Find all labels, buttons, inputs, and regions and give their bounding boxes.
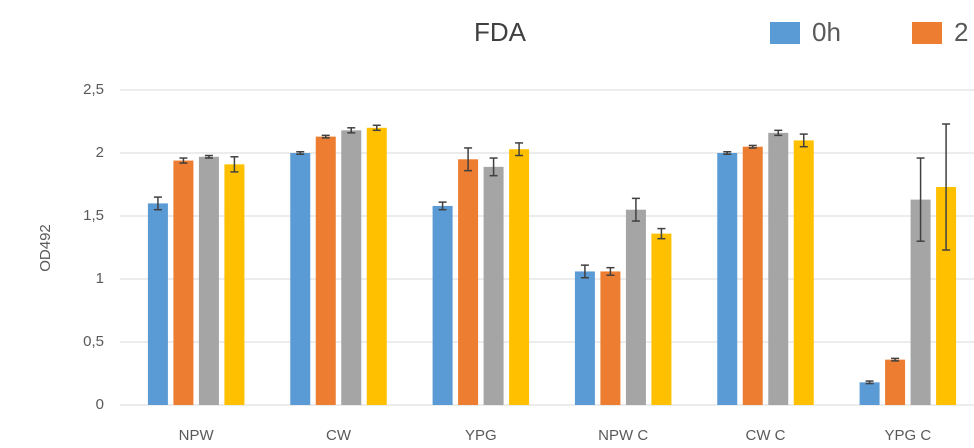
bar [859,382,880,405]
bar [885,359,906,405]
bar [717,153,738,405]
error-bar [891,357,900,362]
bar [483,166,504,405]
y-tick-label: 2 [96,144,104,161]
bar [742,146,763,405]
bar [574,271,595,405]
bar [793,140,814,405]
error-bar [489,157,498,177]
y-tick-label: 2,5 [83,81,104,98]
error-bar [606,266,615,276]
error-bar [916,157,925,242]
bar [768,132,789,405]
error-bar [321,134,330,139]
bar [315,136,336,405]
bar [432,205,453,405]
error-bar [657,227,666,240]
x-tick-label: YPG C [884,427,931,444]
y-tick-label: 0 [96,396,104,413]
bar [173,160,194,405]
error-bar [464,147,473,172]
error-bar [296,150,305,156]
bar [910,199,931,405]
y-tick-label: 1 [96,270,104,287]
error-bar [748,144,757,149]
bar [341,130,362,405]
bar [625,209,646,405]
error-bar [230,156,239,173]
chart-title: FDA [474,17,527,47]
bar [290,153,311,405]
legend-label: 0h [812,17,841,47]
x-tick-label: CW [326,427,352,444]
bar [651,233,672,405]
error-bar [438,201,447,211]
error-bar [179,157,188,164]
x-tick-label: NPW C [598,427,648,444]
error-bar [631,197,640,222]
y-tick-label: 0,5 [83,333,104,350]
x-tick-label: CW C [746,427,786,444]
bar [936,187,957,405]
y-axis-label: OD492 [37,224,54,272]
bar [458,159,479,405]
error-bar [372,124,381,132]
bar [509,149,530,405]
y-tick-label: 1,5 [83,207,104,224]
legend-swatch [912,22,942,44]
bar [147,203,168,405]
error-bar [799,133,808,148]
bar [198,156,219,405]
bar [366,127,387,406]
error-bar [347,127,356,134]
bar [224,164,245,405]
x-tick-label: YPG [465,427,497,444]
error-bar [942,123,951,251]
error-bar [774,129,783,137]
error-bar [580,264,589,279]
legend-label: 2 [954,17,968,47]
error-bar [515,142,524,157]
x-tick-label: NPW [179,427,215,444]
bar [600,271,621,405]
error-bar [865,380,874,385]
error-bar [153,196,162,211]
legend-swatch [770,22,800,44]
error-bar [723,150,732,156]
error-bar [204,154,213,159]
